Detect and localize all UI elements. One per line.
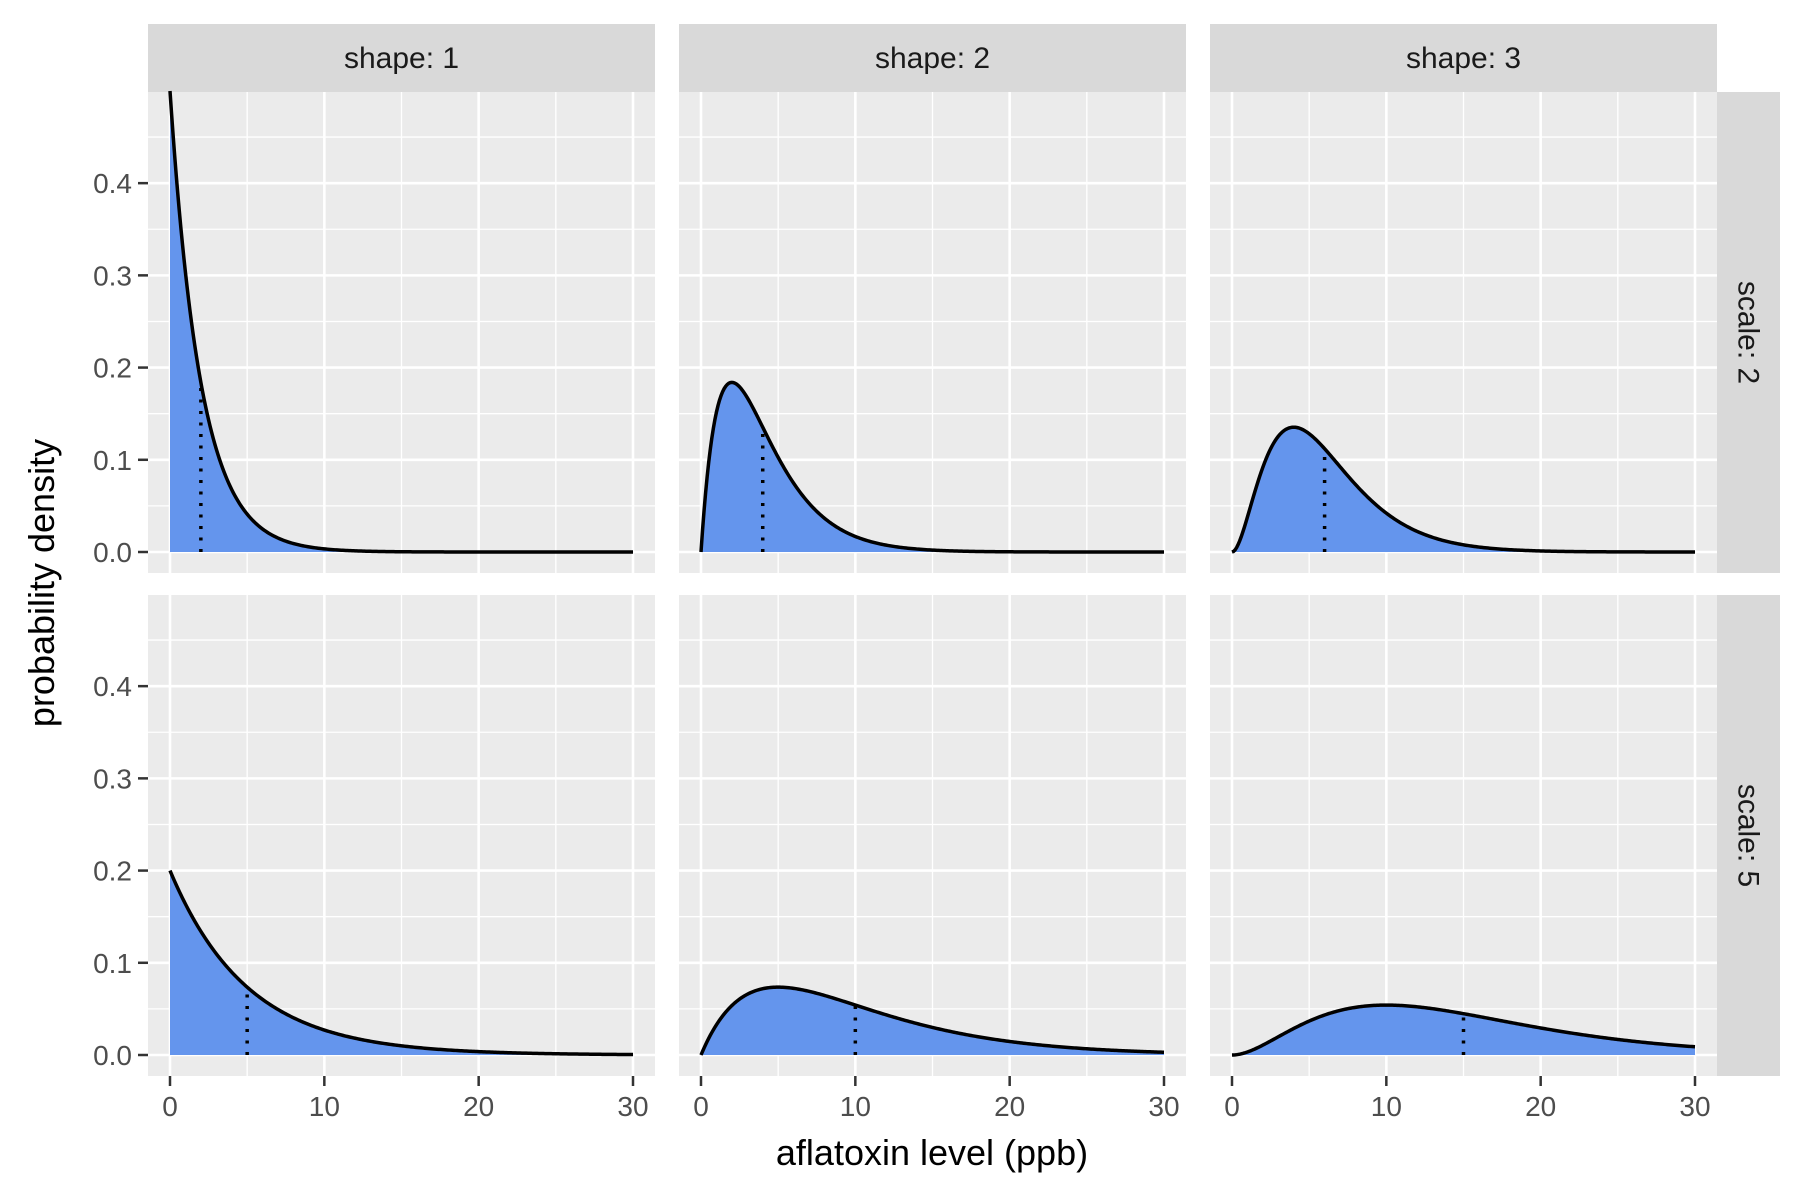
facet-strip-col: shape: 1 — [148, 24, 655, 92]
strip-background — [1210, 24, 1717, 92]
x-tick-label: 20 — [1525, 1091, 1556, 1122]
strip-label: shape: 1 — [344, 42, 459, 75]
strip-background — [1717, 92, 1780, 573]
x-tick-label: 20 — [463, 1091, 494, 1122]
facet-panel — [148, 595, 655, 1076]
strip-label: shape: 3 — [1406, 42, 1521, 75]
density-curve — [699, 985, 1165, 1056]
density-area — [701, 987, 1164, 1055]
density-curve — [699, 380, 1164, 554]
density-curve — [1231, 425, 1695, 554]
y-tick-label: 0.1 — [93, 445, 132, 476]
y-tick-label: 0.2 — [93, 856, 132, 887]
facet-panel — [1210, 92, 1717, 573]
strip-label: scale: 5 — [1732, 784, 1765, 887]
density-curve — [168, 90, 633, 554]
x-tick-label: 0 — [1224, 1091, 1240, 1122]
y-tick-label: 0.4 — [93, 671, 132, 702]
facet-panel — [679, 92, 1186, 573]
x-tick-label: 20 — [994, 1091, 1025, 1122]
facet-panel — [148, 90, 655, 573]
density-area — [170, 870, 633, 1055]
x-tick-label: 0 — [693, 1091, 709, 1122]
y-tick-label: 0.0 — [93, 537, 132, 568]
x-tick-label: 10 — [840, 1091, 871, 1122]
facet-strip-row: scale: 5 — [1717, 595, 1780, 1076]
strip-background — [1717, 595, 1780, 1076]
strip-label: scale: 2 — [1732, 281, 1765, 384]
y-tick-label: 0.3 — [93, 260, 132, 291]
y-tick-label: 0.1 — [93, 948, 132, 979]
facet-strip-col: shape: 2 — [679, 24, 1186, 92]
y-tick-label: 0.3 — [93, 763, 132, 794]
x-tick-label: 0 — [162, 1091, 178, 1122]
strip-background — [148, 24, 655, 92]
strip-label: shape: 2 — [875, 42, 990, 75]
y-tick-label: 0.0 — [93, 1040, 132, 1071]
x-tick-label: 10 — [309, 1091, 340, 1122]
x-tick-label: 30 — [1679, 1091, 1710, 1122]
y-tick-label: 0.2 — [93, 353, 132, 384]
density-curve — [1231, 1003, 1696, 1057]
facet-strip-col: shape: 3 — [1210, 24, 1717, 92]
density-area — [1232, 427, 1695, 552]
strip-background — [679, 24, 1186, 92]
x-tick-label: 30 — [1148, 1091, 1179, 1122]
facet-panel — [1210, 595, 1717, 1076]
facet-strip-row: scale: 2 — [1717, 92, 1780, 573]
density-area — [170, 90, 633, 552]
y-axis-title: probability density — [21, 439, 62, 727]
x-axis-title: aflatoxin level (ppb) — [776, 1132, 1088, 1173]
x-tick-label: 30 — [617, 1091, 648, 1122]
facet-panel — [679, 595, 1186, 1076]
y-tick-label: 0.4 — [93, 168, 132, 199]
x-tick-label: 10 — [1371, 1091, 1402, 1122]
density-curve — [168, 869, 634, 1057]
